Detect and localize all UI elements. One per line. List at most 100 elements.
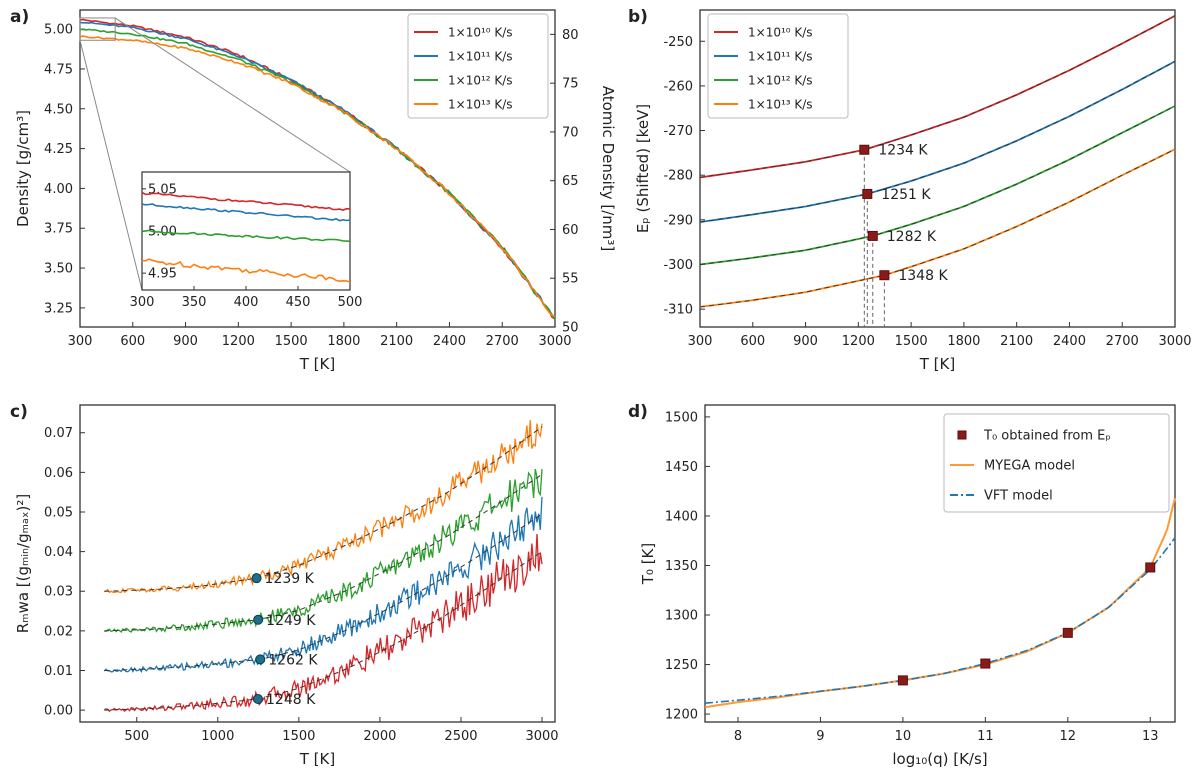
- x-tick-label: 10: [895, 729, 912, 744]
- legend-label: T₀ obtained from Eₚ: [983, 429, 1111, 444]
- x-tick-label: 600: [740, 334, 765, 349]
- x-tick-label: 3000: [525, 729, 558, 744]
- fit-line: [699, 105, 1176, 265]
- legend-box: [707, 13, 849, 119]
- legend: 1×10¹⁰ K/s 1×10¹¹ K/s 1×10¹² K/s 1×10¹³ K/s: [707, 13, 849, 119]
- panel-label: d): [628, 402, 648, 422]
- legend-label: 1×10¹¹ K/s: [448, 50, 513, 64]
- panel-label: b): [628, 7, 648, 27]
- fit-line: [699, 60, 1176, 223]
- fit-line: [104, 473, 543, 632]
- x-tick-label: 500: [124, 729, 149, 744]
- legend: 1×10¹⁰ K/s 1×10¹¹ K/s 1×10¹² K/s 1×10¹³ K/s: [407, 13, 549, 119]
- x-tick-label: 2700: [486, 334, 519, 349]
- x-tick-label: 600: [120, 334, 145, 349]
- data-point: [897, 675, 908, 686]
- y-tick-label: -280: [663, 169, 693, 184]
- y-axis-label: Eₚ (Shifted) [keV]: [634, 104, 652, 233]
- transition-label: 1234 K: [878, 143, 928, 159]
- y-tick-label: 1400: [665, 509, 698, 524]
- series-line: [104, 419, 543, 594]
- y-tick-label: -290: [663, 213, 693, 228]
- transition-marker: [862, 188, 873, 199]
- y-tick-label: -310: [663, 303, 693, 318]
- inset-x-tick-label: 400: [234, 295, 259, 310]
- legend-label: 1×10¹² K/s: [448, 74, 513, 88]
- x-tick-label: 1500: [895, 334, 928, 349]
- transition-label: 1249 K: [266, 613, 316, 629]
- inset-series-line: [141, 203, 351, 222]
- inset-x-tick-label: 300: [130, 295, 155, 310]
- fit-line: [699, 15, 1176, 178]
- y-tick-label: 3.75: [44, 222, 73, 237]
- legend-label: 1×10¹³ K/s: [748, 98, 813, 112]
- x-tick-label: 1200: [222, 334, 255, 349]
- x-tick-label: 8: [734, 729, 742, 744]
- y-tick-label: 4.50: [44, 102, 73, 117]
- transition-label: 1282 K: [887, 229, 937, 245]
- legend-marker: [957, 430, 967, 440]
- x-axis-label: T [K]: [299, 750, 335, 768]
- y-right-tick-label: 70: [562, 125, 579, 140]
- plot-frame: [79, 404, 556, 723]
- y-tick-label: 4.25: [44, 142, 73, 157]
- series-line: [704, 497, 1176, 709]
- x-tick-label: 2100: [1000, 334, 1033, 349]
- x-axis-label: T [K]: [919, 355, 955, 373]
- legend-label: 1×10¹⁰ K/s: [748, 26, 813, 40]
- legend-box: [407, 13, 549, 119]
- transition-marker: [251, 573, 262, 584]
- x-tick-label: 12: [1060, 729, 1077, 744]
- series-line: [104, 533, 543, 713]
- y-tick-label: 0.03: [44, 585, 73, 600]
- plot-frame: [704, 404, 1176, 723]
- inset-x-tick-label: 350: [182, 295, 207, 310]
- inset-series-line: [141, 229, 351, 243]
- y-tick-label: 1250: [665, 658, 698, 673]
- x-tick-label: 900: [173, 334, 198, 349]
- x-tick-label: 2700: [1106, 334, 1139, 349]
- x-tick-label: 1800: [327, 334, 360, 349]
- zoom-box: [79, 17, 116, 41]
- y-tick-label: -300: [663, 258, 693, 273]
- fit-line: [699, 148, 1176, 308]
- x-tick-label: 3000: [538, 334, 571, 349]
- y-right-tick-label: 65: [562, 174, 579, 189]
- transition-marker: [859, 144, 870, 155]
- inset-x-tick-label: 500: [338, 295, 363, 310]
- y-tick-label: -260: [663, 79, 693, 94]
- legend-label: 1×10¹³ K/s: [448, 98, 513, 112]
- y-tick-label: 0.05: [44, 505, 73, 520]
- series-line: [79, 35, 556, 318]
- y-right-tick-label: 50: [562, 321, 579, 336]
- legend: T₀ obtained from Eₚ MYEGA model VFT model: [943, 413, 1170, 513]
- y-tick-label: 1200: [665, 708, 698, 723]
- x-tick-label: 1500: [275, 334, 308, 349]
- legend-label: MYEGA model: [984, 459, 1075, 474]
- x-tick-label: 1000: [201, 729, 234, 744]
- x-tick-label: 9: [816, 729, 824, 744]
- transition-label: 1239 K: [265, 571, 315, 587]
- inset-y-tick-label: 4.95: [148, 267, 177, 282]
- transition-label: 1262 K: [268, 652, 318, 668]
- fit-line: [104, 426, 543, 592]
- inset-series-line: [141, 191, 351, 211]
- transition-label: 1348 K: [898, 268, 948, 284]
- x-tick-label: 300: [688, 334, 713, 349]
- y-tick-label: 3.25: [44, 301, 73, 316]
- y-axis-label: Density [g/cm³]: [14, 110, 32, 227]
- legend-box: [943, 413, 1170, 513]
- x-tick-label: 2400: [433, 334, 466, 349]
- data-point: [980, 658, 991, 669]
- y-tick-label: 4.75: [44, 62, 73, 77]
- transition-marker: [867, 230, 878, 241]
- x-axis-label: log₁₀(q) [K/s]: [892, 750, 987, 768]
- y-tick-label: 5.00: [44, 23, 73, 38]
- x-tick-label: 2400: [1053, 334, 1086, 349]
- y-right-axis-label: Atomic Density [/nm³]: [599, 86, 617, 252]
- legend-label: 1×10¹² K/s: [748, 74, 813, 88]
- legend-label: 1×10¹¹ K/s: [748, 50, 813, 64]
- x-tick-label: 2100: [380, 334, 413, 349]
- x-tick-label: 13: [1142, 729, 1159, 744]
- y-tick-label: 1300: [665, 609, 698, 624]
